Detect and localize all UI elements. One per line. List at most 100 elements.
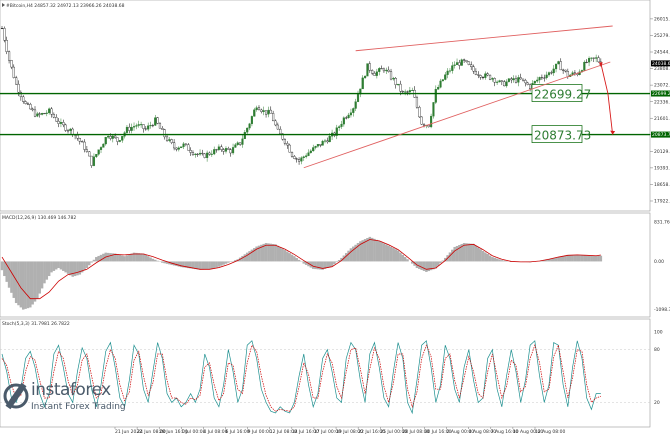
candle xyxy=(189,150,192,153)
candle xyxy=(455,62,459,66)
stoch-tick-label: 80 xyxy=(654,347,660,353)
candle xyxy=(559,61,562,71)
candle xyxy=(441,79,444,82)
candle xyxy=(260,109,263,112)
price-tick-label: 21601.19 xyxy=(654,116,670,122)
time-tick-label: 1 Jul 00:00 xyxy=(181,429,205,435)
stochastic-indicator xyxy=(0,340,650,415)
candle xyxy=(484,73,487,78)
time-tick-label: 10 Aug 00:00 xyxy=(513,429,543,435)
candle xyxy=(540,77,543,79)
candle xyxy=(274,120,277,126)
candle xyxy=(276,124,279,130)
candle xyxy=(156,117,159,124)
candle xyxy=(90,155,93,166)
stoch-main-line xyxy=(1,340,601,415)
candle xyxy=(262,110,265,112)
candle xyxy=(288,144,291,153)
candle xyxy=(295,158,298,160)
candle xyxy=(19,92,22,98)
wedge-lower-trendline[interactable] xyxy=(303,61,611,169)
candle xyxy=(491,78,494,80)
candle xyxy=(144,128,147,130)
candle xyxy=(95,154,98,157)
candle xyxy=(597,57,600,63)
candle xyxy=(486,73,489,76)
rising-wedge-trendlines[interactable] xyxy=(303,25,613,169)
price-tick-label: 22336.95 xyxy=(654,99,670,105)
candle xyxy=(210,153,213,155)
candle xyxy=(137,124,140,126)
candle xyxy=(161,128,164,130)
candle xyxy=(24,101,27,104)
candle xyxy=(406,91,409,93)
candle xyxy=(446,70,449,75)
candle xyxy=(191,152,195,155)
brand-tagline: Instant Forex Trading xyxy=(31,402,126,412)
candle xyxy=(257,107,261,111)
stoch-tick-label: 20 xyxy=(654,400,660,406)
candle xyxy=(498,80,501,83)
candle xyxy=(451,65,454,71)
candle xyxy=(510,78,513,81)
candle xyxy=(430,115,433,128)
candle xyxy=(246,127,249,133)
candle xyxy=(463,59,466,61)
wedge-upper-trendline[interactable] xyxy=(355,25,613,52)
candle xyxy=(29,103,32,110)
candle xyxy=(57,120,60,124)
candle xyxy=(342,117,345,125)
candle xyxy=(140,124,143,126)
candle xyxy=(385,69,388,72)
candle xyxy=(130,127,133,131)
candle xyxy=(217,146,220,150)
price-tick-label: 23072.71 xyxy=(654,83,670,89)
time-tick-label: 12 Jul 08:00 xyxy=(270,429,297,435)
candle xyxy=(434,89,437,103)
pane-collapse-icon[interactable] xyxy=(2,3,5,7)
candle xyxy=(12,66,15,78)
candle xyxy=(182,143,185,147)
candle xyxy=(267,109,270,115)
candle xyxy=(5,40,8,52)
price-tick-label: 24544.23 xyxy=(654,50,670,56)
candle xyxy=(0,28,4,30)
candle xyxy=(521,78,525,81)
candle xyxy=(203,153,206,158)
main-header: #Bitcoin,H4 24857.32 24972.13 23966.26 2… xyxy=(6,3,125,9)
candle xyxy=(371,70,374,74)
candle xyxy=(3,28,6,41)
candle xyxy=(38,113,41,115)
candle xyxy=(59,122,63,124)
candle xyxy=(107,136,110,138)
candle xyxy=(116,137,119,142)
candle xyxy=(536,79,539,82)
candle xyxy=(566,71,569,77)
candle xyxy=(552,68,555,74)
candle xyxy=(187,144,190,151)
candle xyxy=(158,123,162,129)
time-tick-label: 28 Jun 16:00 xyxy=(159,429,188,435)
upper-level-label: 22699.27 xyxy=(534,88,591,102)
support-resistance-levels[interactable]: 22699.27 20873.73 xyxy=(0,84,650,143)
candle xyxy=(503,81,506,87)
time-tick-label: 7 Aug 16:00 xyxy=(491,429,519,435)
candle xyxy=(206,152,209,158)
instaforex-logo: instaforex Instant Forex Trading xyxy=(2,380,132,435)
candle xyxy=(234,144,237,148)
candle xyxy=(368,63,371,71)
candle xyxy=(114,135,117,138)
candle xyxy=(437,87,440,90)
candle xyxy=(201,152,204,155)
candle xyxy=(349,112,353,116)
candle xyxy=(62,122,65,126)
candle xyxy=(361,77,364,90)
candle xyxy=(22,96,25,102)
candle xyxy=(248,123,251,129)
candle xyxy=(323,140,327,142)
candle xyxy=(239,142,242,145)
candle xyxy=(269,109,272,114)
macd-tick-label: 831.7641 xyxy=(654,220,670,226)
candle xyxy=(557,61,560,65)
